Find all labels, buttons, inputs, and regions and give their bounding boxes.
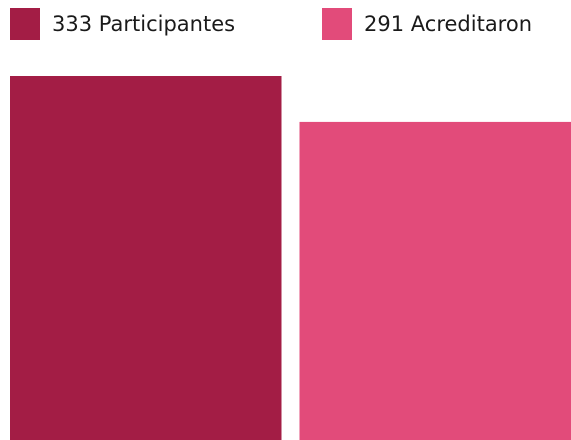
bar xyxy=(299,121,571,440)
legend-label: 291 Acreditaron xyxy=(364,12,532,36)
legend-swatch xyxy=(322,8,352,40)
legend-value: 333 xyxy=(52,12,92,36)
legend-label: 333 Participantes xyxy=(52,12,235,36)
legend-name: Acreditaron xyxy=(411,12,532,36)
legend-name: Participantes xyxy=(99,12,235,36)
bar xyxy=(10,76,282,440)
legend-value: 291 xyxy=(364,12,404,36)
legend-swatch xyxy=(10,8,40,40)
